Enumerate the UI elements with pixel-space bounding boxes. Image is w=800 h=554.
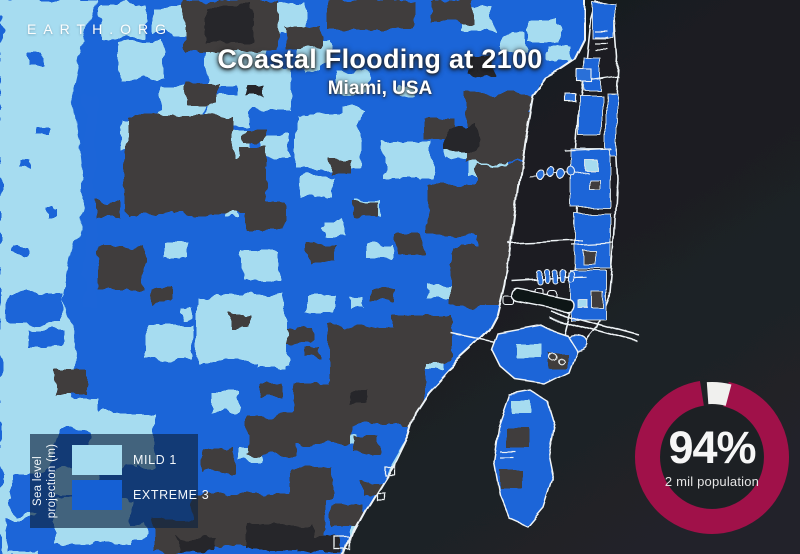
miami-beach-flood-patches (569, 2, 617, 321)
donut-chart (635, 380, 789, 534)
port-of-miami-island (511, 288, 575, 313)
causeway-line-north (507, 239, 583, 244)
venetian-islands (511, 269, 587, 285)
mild-label: MILD 1 (133, 453, 177, 467)
earth-org-logo: EARTH.ORG (27, 21, 173, 37)
population-stat-donut: 94% 2 mil population (632, 377, 792, 537)
donut-center-disc (660, 405, 764, 509)
map-title: Coastal Flooding at 2100 (217, 44, 543, 74)
shore-detail-marks (335, 465, 395, 552)
sea-level-legend: Sea level projection (m) MILD 1 EXTREME … (30, 434, 209, 528)
government-cut-jetties (549, 311, 641, 343)
title-block: Coastal Flooding at 2100 Miami, USA (0, 44, 760, 100)
legend-axis-label: Sea level projection (m) (32, 443, 58, 519)
legend-item-mild: MILD 1 (72, 445, 209, 475)
key-biscayne-island (493, 351, 564, 528)
legend-item-extreme: EXTREME 3 (72, 480, 209, 510)
map-subtitle: Miami, USA (327, 78, 433, 99)
mild-swatch (72, 445, 122, 475)
stat-percent: 94% (668, 422, 756, 473)
stat-caption: 2 mil population (664, 474, 760, 489)
donut-labels: 94% 2 mil population (632, 377, 792, 537)
extreme-label: EXTREME 3 (133, 488, 210, 502)
extreme-swatch (72, 480, 122, 510)
island-street-grid-marks (565, 31, 619, 246)
donut-remainder-wedge (706, 381, 732, 406)
bay-islands-north (527, 69, 593, 181)
